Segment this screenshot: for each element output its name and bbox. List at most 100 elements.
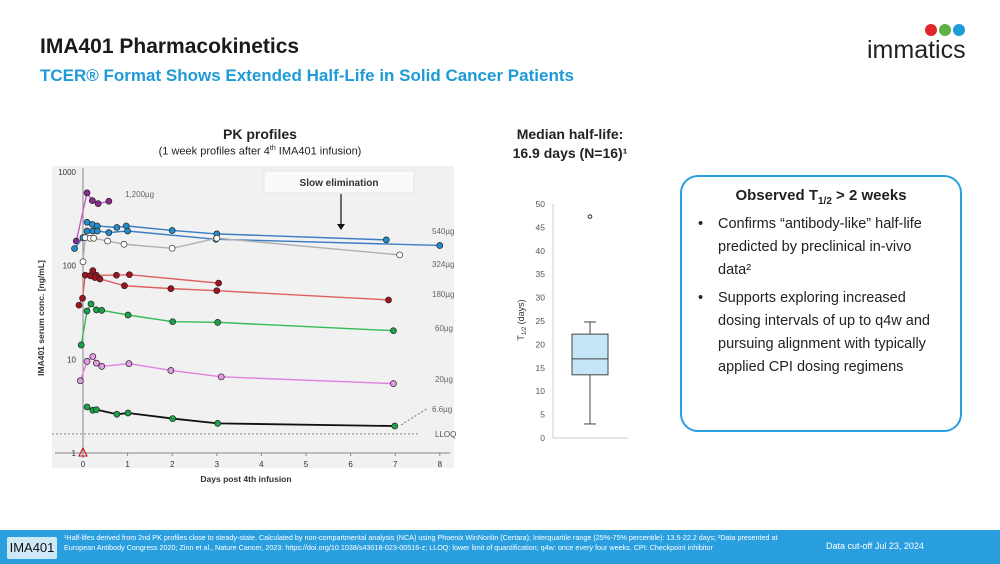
arrow-head — [337, 224, 345, 230]
data-point — [124, 311, 132, 319]
data-point — [390, 327, 397, 335]
data-point — [390, 380, 397, 387]
pk-chart-subtitle: (1 week profiles after 4th IMA401 infusi… — [120, 145, 400, 158]
lloq-label: LLOQ — [435, 430, 456, 439]
callout-title-text: Observed T — [735, 187, 818, 204]
dose-marker-triangle — [78, 446, 88, 457]
y-tick-label: 10 — [67, 355, 76, 364]
dose-label: 60µg — [435, 324, 453, 333]
x-tick-label: 4 — [259, 460, 264, 469]
data-point — [83, 189, 91, 197]
data-point — [121, 282, 128, 290]
label-leader-line — [400, 407, 429, 426]
data-point — [96, 275, 104, 283]
data-point — [83, 403, 91, 411]
data-point — [89, 197, 96, 204]
data-point — [396, 251, 404, 259]
box-y-tick-label: 40 — [536, 246, 546, 256]
dose-label: 20µg — [435, 375, 453, 384]
x-tick-label: 2 — [170, 460, 175, 469]
x-tick-label: 1 — [125, 460, 130, 469]
observations-callout: Observed T1/2 > 2 weeks Confirms “antibo… — [680, 175, 962, 432]
x-axis-label: Days post 4th infusion — [200, 474, 291, 484]
data-point — [98, 363, 106, 370]
data-point — [213, 287, 221, 295]
callout-title-end: > 2 weeks — [831, 187, 907, 204]
data-point — [77, 341, 85, 349]
box-y-tick-label: 20 — [536, 339, 546, 349]
callout-bullet: Supports exploring increased dosing inte… — [696, 287, 946, 379]
data-point — [93, 227, 101, 235]
data-point — [104, 237, 111, 245]
data-point — [213, 234, 221, 242]
data-point — [168, 227, 176, 234]
outlier-point — [587, 214, 593, 219]
data-point — [167, 367, 175, 374]
data-point — [105, 197, 113, 205]
data-point — [98, 306, 106, 314]
y-tick-label: 1 — [72, 449, 77, 458]
median-title: Median half-life: — [516, 126, 624, 142]
data-point — [105, 229, 113, 236]
y-tick-label: 1000 — [58, 168, 76, 177]
data-point — [167, 285, 175, 292]
data-point — [75, 301, 83, 309]
svg-text:immatics: immatics — [867, 36, 966, 64]
box-y-tick-label: 30 — [536, 293, 546, 303]
box-y-tick-label: 5 — [540, 410, 545, 420]
data-point — [79, 258, 87, 266]
data-cutoff: Data cut-off Jul 23, 2024 — [826, 541, 924, 551]
x-tick-label: 6 — [348, 460, 353, 469]
data-point — [76, 377, 84, 385]
y-axis-label: IMA401 serum conc. [ng/mL] — [36, 260, 46, 376]
x-tick-label: 3 — [215, 460, 220, 469]
box-y-tick-label: 15 — [536, 363, 546, 373]
x-tick-label: 5 — [304, 460, 309, 469]
data-point — [382, 236, 390, 244]
data-point — [391, 422, 399, 430]
iqr-box — [571, 333, 609, 376]
slow-elimination-box — [263, 170, 415, 194]
dose-label: 540µg — [432, 227, 454, 236]
data-point — [113, 410, 121, 418]
x-tick-label: 7 — [393, 460, 398, 469]
y-tick-label: 100 — [63, 262, 77, 271]
data-point — [168, 244, 176, 252]
box-y-tick-label: 0 — [540, 433, 545, 443]
pk-plot-background — [52, 166, 454, 468]
pk-subtitle-sup: th — [269, 145, 276, 152]
data-point — [79, 294, 86, 302]
data-point — [83, 307, 91, 315]
callout-title: Observed T1/2 > 2 weeks — [696, 187, 946, 207]
dose-label: 6.6µg — [432, 405, 452, 414]
data-point — [72, 237, 80, 245]
data-point — [93, 406, 100, 414]
box-y-tick-label: 45 — [536, 222, 546, 232]
dose-label: 180µg — [432, 290, 454, 299]
immatics-logo: immatics — [865, 18, 975, 64]
data-point — [169, 318, 176, 326]
slow-elimination-label: Slow elimination — [300, 178, 379, 189]
slide-title: IMA401 Pharmacokinetics — [40, 35, 300, 58]
footer-bar: IMA401 ¹Half-lifes derived from 2nd PK p… — [0, 530, 1000, 564]
slide-subtitle: TCER® Format Shows Extended Half-Life in… — [40, 66, 574, 85]
data-point — [217, 373, 225, 381]
x-tick-label: 8 — [438, 460, 443, 469]
median-value: 16.9 days (N=16)¹ — [512, 145, 628, 161]
data-point — [87, 300, 95, 308]
data-point — [93, 359, 100, 367]
data-point — [169, 415, 176, 422]
data-point — [113, 271, 120, 279]
box-y-axis-label: T1/2 (days) — [516, 299, 528, 340]
box-y-tick-label: 10 — [536, 386, 546, 396]
x-tick-label: 0 — [81, 460, 86, 469]
data-point — [90, 234, 98, 242]
data-point — [125, 360, 133, 367]
footnote: ¹Half-lifes derived from 2nd PK profiles… — [64, 533, 778, 552]
data-point — [436, 242, 444, 249]
callout-title-sub: 1/2 — [817, 196, 832, 207]
dose-label: 324µg — [432, 260, 454, 269]
pk-chart-title: PK profiles — [223, 126, 297, 142]
data-point — [71, 245, 78, 252]
